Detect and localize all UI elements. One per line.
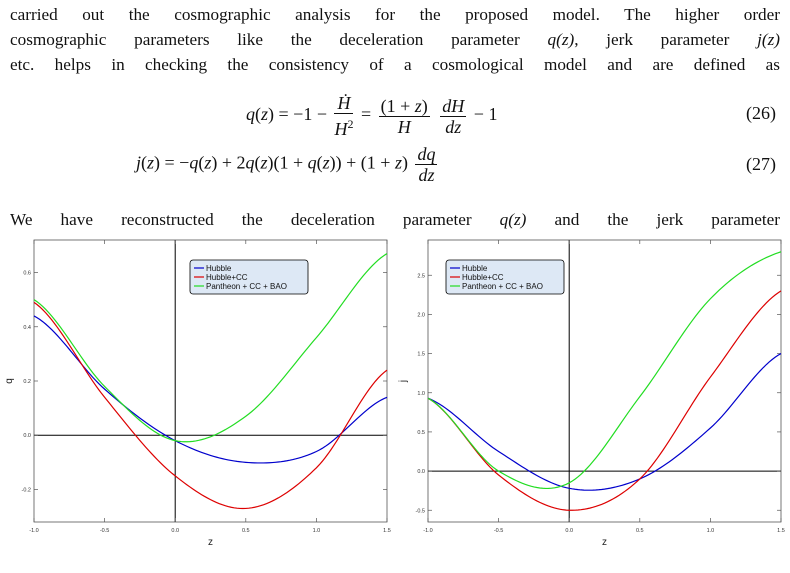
y-axis-label: j (398, 380, 409, 383)
symbol-qz: q(z) (499, 210, 527, 229)
series-line-hubble-cc (33, 301, 388, 510)
equation-number: (26) (746, 103, 776, 123)
paragraph-text: We have reconstructed the deceleration p… (10, 210, 500, 229)
y-axis-label: q (4, 378, 15, 384)
paragraph-text: , jerk parameter (574, 30, 758, 49)
legend-box (445, 259, 565, 295)
y-tick-label: 0.5 (417, 430, 425, 436)
x-tick-label: -0.5 (494, 528, 503, 534)
y-tick-label: 2.0 (417, 312, 425, 318)
x-tick-label: -1.0 (423, 528, 432, 534)
legend-entry: Hubble+CC (462, 273, 504, 282)
series-line-pantheon-cc-bao (33, 253, 388, 443)
x-tick-label: -1.0 (29, 528, 38, 534)
y-tick-label: -0.2 (22, 487, 31, 493)
equation-body: q(z) = −1 − Ḣ H2 = (1 + z) H dH dz − 1 (246, 93, 498, 139)
equation-26: q(z) = −1 − Ḣ H2 = (1 + z) H dH dz − 1 (26) (0, 93, 790, 139)
legend-entry: Pantheon + CC + BAO (462, 282, 543, 291)
paragraph-line: We have reconstructed the deceleration p… (10, 207, 780, 232)
x-axis-label: z (208, 537, 213, 548)
x-tick-label: 1.0 (313, 528, 321, 534)
paragraph-text: cosmographic parameters like the deceler… (10, 30, 548, 49)
y-tick-label: 1.0 (417, 391, 425, 397)
chart-q: -1.0 -0.5 0.0 0.5 1.0 1.5 -0.2 0.0 0.2 0.4 0.6 z q Hu… (4, 239, 391, 548)
paragraph-line: carried out the cosmographic analysis fo… (10, 5, 780, 24)
x-tick-label: 0.5 (242, 528, 250, 534)
x-tick-label: -0.5 (100, 528, 109, 534)
series-line-hubble (427, 353, 782, 491)
x-tick-label: 1.5 (383, 528, 391, 534)
legend-entry: Hubble (462, 264, 488, 273)
x-tick-label: 0.0 (565, 528, 573, 534)
x-axis-label: z (602, 537, 607, 548)
x-tick-label: 1.0 (707, 528, 715, 534)
y-tick-label: 0.2 (23, 379, 31, 385)
y-tick-label: 0.4 (23, 325, 31, 331)
y-tick-label: -0.5 (416, 508, 425, 514)
series-line-hubble (33, 315, 388, 464)
symbol-qz: q(z) (547, 30, 575, 49)
y-tick-label: 2.5 (417, 273, 425, 279)
equation-body: j(z) = −q(z) + 2q(z)(1 + q(z)) + (1 + z)… (136, 144, 438, 185)
equation-27: j(z) = −q(z) + 2q(z)(1 + q(z)) + (1 + z)… (0, 144, 790, 185)
legend-entry: Hubble+CC (206, 273, 248, 282)
y-tick-label: 0.6 (23, 271, 31, 277)
x-tick-label: 0.0 (171, 528, 179, 534)
legend-entry: Pantheon + CC + BAO (206, 282, 287, 291)
y-tick-label: 1.5 (417, 352, 425, 358)
x-tick-label: 1.5 (777, 528, 785, 534)
paragraph-line: etc. helps in checking the consistency o… (10, 55, 780, 74)
paragraph-text: and the jerk parameter (526, 210, 780, 229)
series-line-pantheon-cc-bao (427, 251, 782, 490)
legend-box (189, 259, 309, 295)
chart-j: -1.0 -0.5 0.0 0.5 1.0 1.5 -0.5 0.0 0.5 1.0 1.5 2.0 2… (398, 239, 785, 548)
symbol-jz: j(z) (757, 30, 780, 49)
x-tick-label: 0.5 (636, 528, 644, 534)
y-tick-label: 0.0 (417, 469, 425, 475)
y-tick-label: 0.0 (23, 433, 31, 439)
paragraph-line: cosmographic parameters like the deceler… (10, 27, 780, 52)
plot-frame (427, 239, 782, 523)
legend-entry: Hubble (206, 264, 232, 273)
equation-number: (27) (746, 154, 776, 174)
series-line-hubble-cc (427, 290, 782, 511)
